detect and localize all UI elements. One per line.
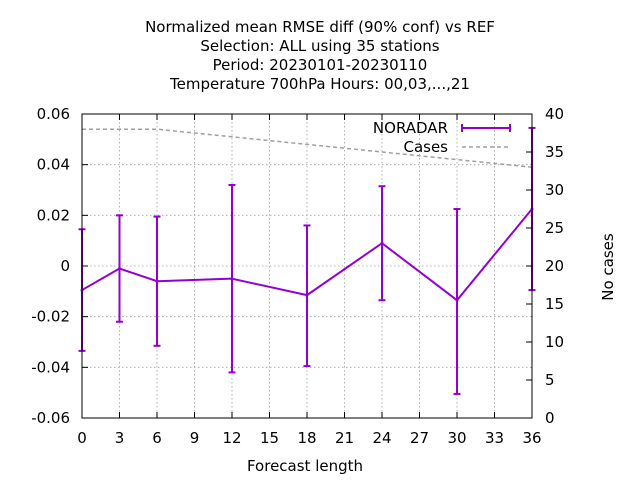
noradar-point xyxy=(455,298,459,302)
y2-tick-label: 30 xyxy=(545,181,564,199)
y-tick-label: -0.06 xyxy=(31,409,70,427)
noradar-errorbar xyxy=(116,214,123,323)
y-tick-label: -0.04 xyxy=(31,358,70,376)
title-line-1: Normalized mean RMSE diff (90% conf) vs … xyxy=(145,18,495,36)
x-axis-label: Forecast length xyxy=(247,457,363,475)
title-line-4: Temperature 700hPa Hours: 00,03,...,21 xyxy=(169,75,470,93)
x-tick-label: 33 xyxy=(485,429,504,447)
x-tick-label: 36 xyxy=(522,429,541,447)
y2-tick-label: 10 xyxy=(545,333,564,351)
legend-label-cases: Cases xyxy=(403,138,448,156)
x-tick-label: 15 xyxy=(260,429,279,447)
y2-tick-label: 0 xyxy=(545,409,555,427)
noradar-point xyxy=(155,279,159,283)
legend-label-noradar: NORADAR xyxy=(373,119,448,137)
y2-tick-label: 40 xyxy=(545,105,564,123)
noradar-point xyxy=(380,241,384,245)
chart-title: Normalized mean RMSE diff (90% conf) vs … xyxy=(145,18,495,93)
y2-axis-label: No cases xyxy=(599,233,617,301)
cases-series xyxy=(82,128,533,168)
x-tick-label: 6 xyxy=(152,429,162,447)
noradar-point xyxy=(305,293,309,297)
noradar-series xyxy=(78,126,536,395)
x-tick-label: 18 xyxy=(297,429,316,447)
x-tick-label: 0 xyxy=(77,429,87,447)
y2-tick-label: 20 xyxy=(545,257,564,275)
cases-line xyxy=(82,128,533,168)
noradar-point xyxy=(118,267,121,271)
y-tick-label: 0.06 xyxy=(37,105,70,123)
noradar-errorbar xyxy=(453,208,461,395)
noradar-errorbar xyxy=(378,185,386,302)
y2-tick-label: 25 xyxy=(545,219,564,237)
x-tick-label: 30 xyxy=(447,429,466,447)
y-tick-label: 0.04 xyxy=(37,156,70,174)
y-tick-label: 0 xyxy=(60,257,70,275)
noradar-line xyxy=(81,208,533,302)
noradar-point xyxy=(230,277,234,281)
legend: NORADAR Cases xyxy=(373,119,511,156)
x-tick-label: 21 xyxy=(335,429,354,447)
noradar-errorbar xyxy=(303,224,311,368)
noradar-errorbar xyxy=(153,215,161,347)
y2-tick-label: 5 xyxy=(545,371,555,389)
y2-tick-label: 15 xyxy=(545,295,564,313)
title-line-3: Period: 20230101-20230110 xyxy=(213,56,428,74)
axis-ticks: 0 3 6 9 12 15 18 21 24 27 30 33 360.060.040.020-0.02… xyxy=(31,105,564,447)
x-tick-label: 3 xyxy=(115,429,125,447)
y-tick-label: 0.02 xyxy=(37,206,70,224)
y-tick-label: -0.02 xyxy=(31,308,70,326)
x-tick-label: 12 xyxy=(222,429,241,447)
title-line-2: Selection: ALL using 35 stations xyxy=(200,37,439,55)
x-tick-label: 24 xyxy=(372,429,391,447)
x-tick-label: 27 xyxy=(410,429,429,447)
x-tick-label: 9 xyxy=(190,429,200,447)
noradar-errorbar xyxy=(228,183,236,374)
y2-tick-label: 35 xyxy=(545,143,564,161)
